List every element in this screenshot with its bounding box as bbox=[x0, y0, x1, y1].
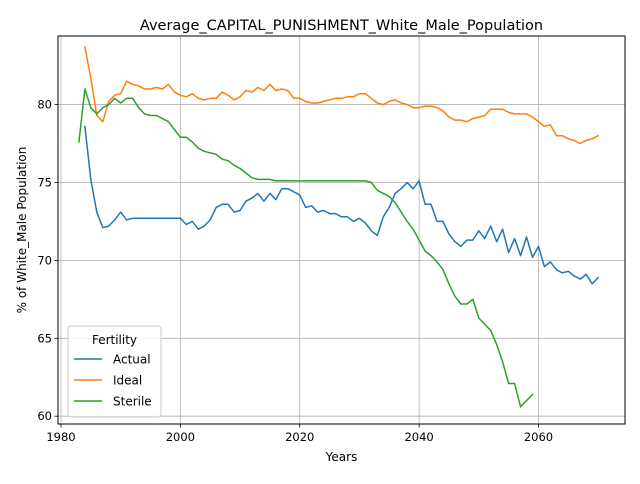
x-tick-label: 2020 bbox=[285, 430, 314, 444]
y-tick-label: 80 bbox=[37, 98, 52, 112]
series-line-sterile bbox=[78, 88, 534, 408]
plot-frame bbox=[57, 35, 626, 425]
series-line-actual bbox=[84, 125, 600, 285]
x-axis-label: Years bbox=[325, 450, 358, 464]
series-lines bbox=[78, 46, 600, 408]
x-tick-label: 1980 bbox=[46, 430, 75, 444]
grid bbox=[58, 36, 625, 424]
x-tick-label: 2060 bbox=[524, 430, 553, 444]
x-tick-label: 2000 bbox=[166, 430, 195, 444]
legend-label-sterile: Sterile bbox=[113, 395, 152, 409]
chart-title: Average_CAPITAL_PUNISHMENT_White_Male_Po… bbox=[140, 18, 543, 34]
x-tick-label: 2040 bbox=[404, 430, 433, 444]
legend-label-ideal: Ideal bbox=[113, 374, 142, 388]
y-tick-label: 65 bbox=[37, 331, 52, 345]
y-tick-label: 70 bbox=[37, 253, 52, 267]
legend-title: Fertility bbox=[92, 333, 137, 347]
legend-box bbox=[67, 325, 162, 418]
legend-entries: Actual Ideal Sterile bbox=[74, 353, 152, 409]
legend: Fertility Actual Ideal Sterile bbox=[67, 325, 162, 418]
y-axis-ticks: 60 65 70 75 80 bbox=[37, 98, 58, 423]
x-axis-ticks: 1980 2000 2020 2040 2060 bbox=[46, 424, 553, 444]
y-tick-label: 60 bbox=[37, 409, 52, 423]
y-axis-label: % of White_Male Population bbox=[15, 147, 29, 314]
y-tick-label: 75 bbox=[37, 175, 52, 189]
series-line-ideal bbox=[84, 46, 600, 145]
legend-label-actual: Actual bbox=[113, 353, 151, 367]
